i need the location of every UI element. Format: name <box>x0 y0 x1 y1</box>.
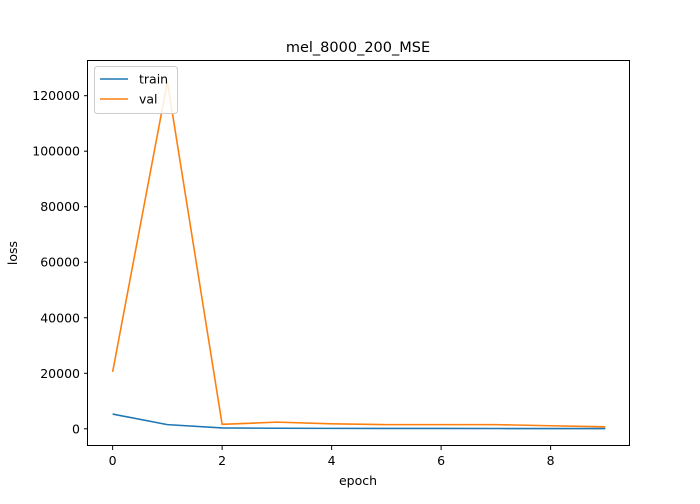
plot-frame <box>88 61 630 446</box>
legend: train val <box>95 67 178 114</box>
x-tick-label: 8 <box>547 453 555 468</box>
x-tick-label: 4 <box>328 453 336 468</box>
y-tick-label: 80000 <box>40 199 80 214</box>
plot-lines <box>113 82 606 429</box>
chart-title: mel_8000_200_MSE <box>286 40 430 56</box>
y-axis-label: loss <box>5 241 20 265</box>
y-tick-label: 40000 <box>40 310 80 325</box>
y-tick-label: 20000 <box>40 366 80 381</box>
x-tick-label: 6 <box>437 453 445 468</box>
y-tick-label: 0 <box>72 421 80 436</box>
series-line-train <box>113 414 606 428</box>
x-axis-label: epoch <box>339 473 377 488</box>
y-tick-label: 100000 <box>32 144 80 159</box>
x-tick-label: 2 <box>218 453 226 468</box>
legend-label-train: train <box>139 72 168 87</box>
y-tick-label: 120000 <box>32 88 80 103</box>
y-axis-ticks: 0 20000 40000 60000 80000 100000 120000 <box>32 88 88 436</box>
x-axis-ticks: 0 2 4 6 8 <box>109 446 555 468</box>
x-tick-label: 0 <box>109 453 117 468</box>
legend-label-val: val <box>139 92 158 107</box>
y-tick-label: 60000 <box>40 255 80 270</box>
series-line-val <box>113 82 606 427</box>
